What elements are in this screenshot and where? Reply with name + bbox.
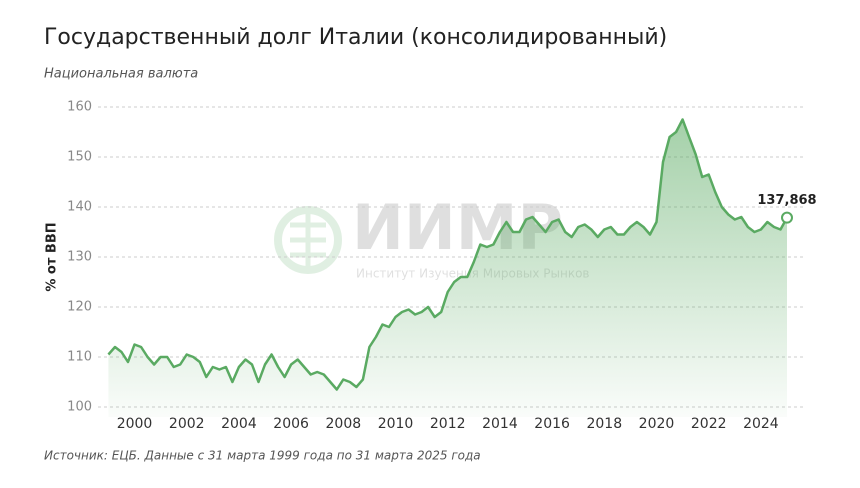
y-tick-label: 140 [67,200,92,215]
y-tick-label: 150 [67,150,92,165]
x-tick-label: 2004 [221,416,257,432]
y-axis-label: % от ВВП [45,222,60,291]
x-tick-label: 2012 [430,416,466,432]
last-point [781,211,793,224]
chart-title: Государственный долг Италии (консолидиро… [44,25,667,50]
x-tick-label: 2022 [691,416,727,432]
x-tick-label: 2018 [586,416,622,432]
x-tick-label: 2020 [639,416,675,432]
x-tick-label: 2002 [169,416,205,432]
annotation: 137,868 [757,193,816,208]
x-tick-label: 2010 [378,416,414,432]
x-tick-label: 2000 [117,416,153,432]
area [108,119,787,417]
x-tick-label: 2006 [273,416,309,432]
y-tick-label: 120 [67,300,92,315]
subtitle: Национальная валюта [44,67,198,82]
y-tick-label: 100 [67,400,92,415]
source: Источник: ЕЦБ. Данные с 31 марта 1999 го… [44,449,481,463]
y-tick-label: 130 [67,250,92,265]
y-tick-label: 110 [67,350,92,365]
y-tick-label: 160 [67,100,92,115]
x-tick-label: 2008 [326,416,362,432]
line [107,118,789,391]
x-tick-label: 2014 [482,416,518,432]
x-tick-label: 2016 [534,416,570,432]
x-tick-label: 2024 [743,416,779,432]
